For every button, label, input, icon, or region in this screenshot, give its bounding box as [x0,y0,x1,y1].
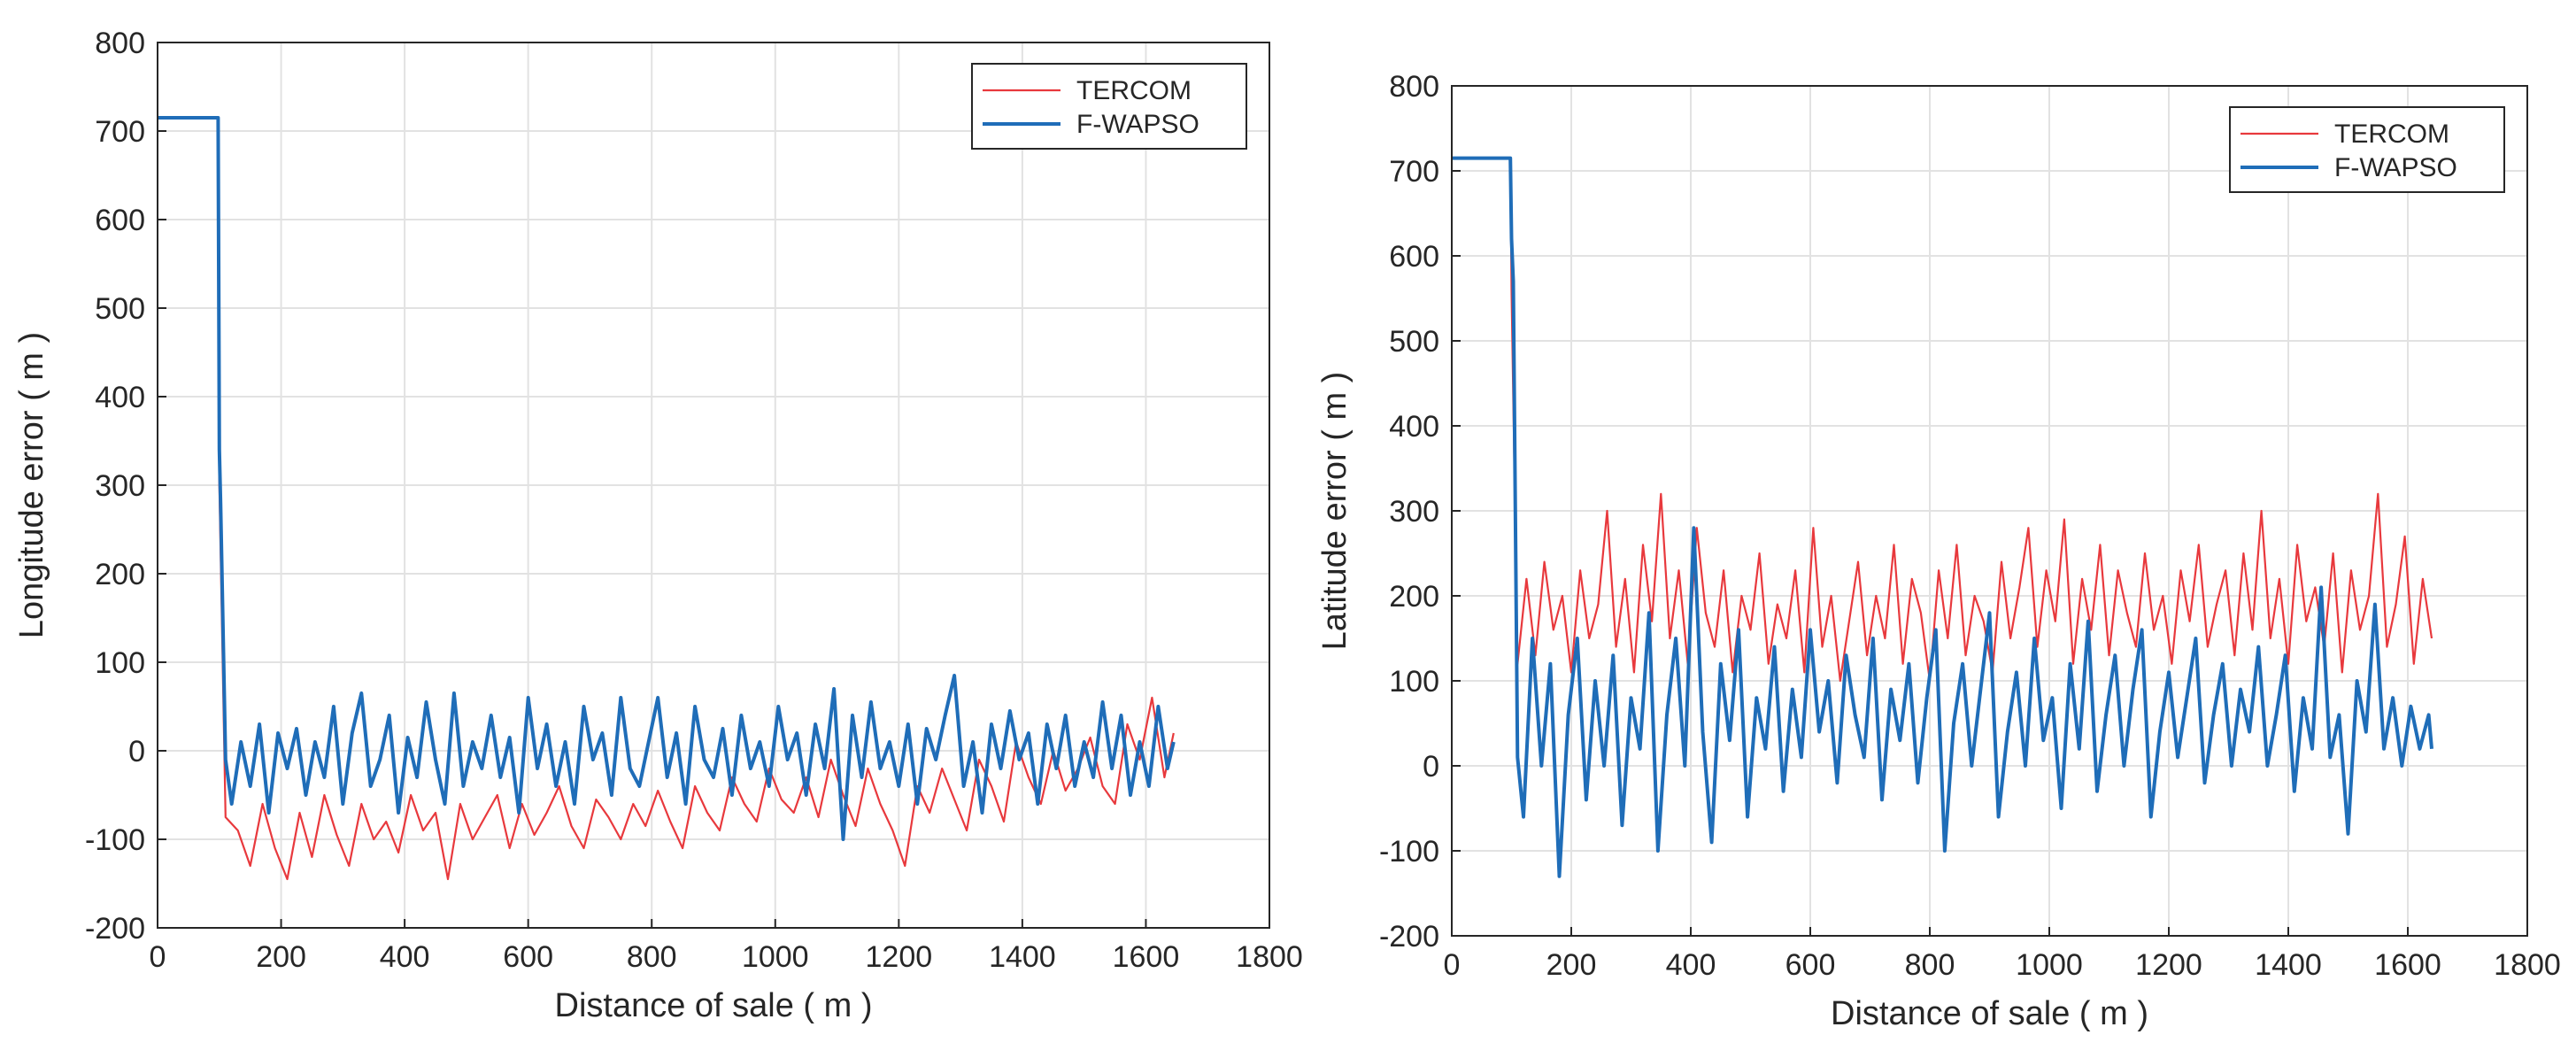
legend-label-f-wapso: F-WAPSO [1076,110,1199,139]
y-axis-label: Longitude error ( m ) [13,332,50,638]
legend: TERCOM F-WAPSO [2229,106,2505,193]
y-tick-label: -100 [85,823,145,857]
x-axis-label: Distance of sale ( m ) [1831,995,2148,1032]
chart-1: 0 200 400 600 800 1000 1200 1400 1600 1800-200-10… [13,27,1303,1024]
y-tick-label: 300 [95,469,145,503]
y-tick-label: 600 [1389,240,1439,274]
y-tick-label: -100 [1379,835,1439,869]
series-line-tercom [1452,157,2433,683]
x-tick-label: 400 [380,940,430,974]
y-tick-label: 500 [1389,325,1439,359]
x-tick-label: 1200 [866,940,933,974]
x-tick-label: 400 [1666,948,1716,982]
x-tick-label: 600 [1785,948,1836,982]
legend: TERCOM F-WAPSO [971,63,1247,150]
y-tick-label: 600 [95,204,145,237]
x-tick-label: 1600 [2374,948,2441,982]
x-axis-label: Distance of sale ( m ) [555,987,873,1024]
y-tick-label: 700 [95,115,145,149]
x-tick-label: 1800 [2494,948,2561,982]
series-line-tercom [158,116,1175,881]
legend-label-tercom: TERCOM [1076,76,1192,105]
y-tick-label: 300 [1389,495,1439,529]
y-tick-label: 400 [95,381,145,414]
x-tick-label: 200 [256,940,306,974]
y-tick-label: 800 [95,27,145,60]
y-tick-label: -200 [85,912,145,946]
y-tick-label: 100 [95,646,145,680]
legend-box [971,63,1247,150]
y-tick-label: 500 [95,292,145,326]
y-tick-label: 800 [1389,70,1439,104]
y-tick-label: 200 [1389,580,1439,614]
legend-box [2229,106,2505,193]
y-tick-label: 0 [1423,750,1439,784]
series-line-f-wapso [1452,156,2433,878]
y-tick-label: -200 [1379,920,1439,954]
chart-2: 0 200 400 600 800 1000 1200 1400 1600 1800-200-10… [1316,70,2561,1032]
x-tick-label: 1800 [1236,940,1303,974]
x-tick-label: 1200 [2135,948,2202,982]
legend-label-f-wapso: F-WAPSO [2334,153,2457,182]
x-tick-label: 1400 [989,940,1056,974]
series-line-f-wapso [158,116,1176,841]
y-tick-label: 400 [1389,410,1439,444]
x-tick-label: 800 [1905,948,1955,982]
x-tick-label: 1600 [1113,940,1180,974]
legend-label-tercom: TERCOM [2334,120,2449,149]
y-tick-label: 700 [1389,155,1439,189]
x-tick-label: 1400 [2255,948,2322,982]
x-tick-label: 600 [503,940,553,974]
x-tick-label: 1000 [742,940,809,974]
x-tick-label: 1000 [2016,948,2083,982]
y-tick-label: 100 [1389,665,1439,699]
x-tick-label: 0 [150,940,166,974]
x-tick-label: 200 [1546,948,1597,982]
x-tick-label: 800 [627,940,677,974]
y-axis-label: Latitude error ( m ) [1316,372,1354,651]
y-tick-label: 0 [128,735,145,768]
y-tick-label: 200 [95,558,145,591]
x-tick-label: 0 [1444,948,1461,982]
